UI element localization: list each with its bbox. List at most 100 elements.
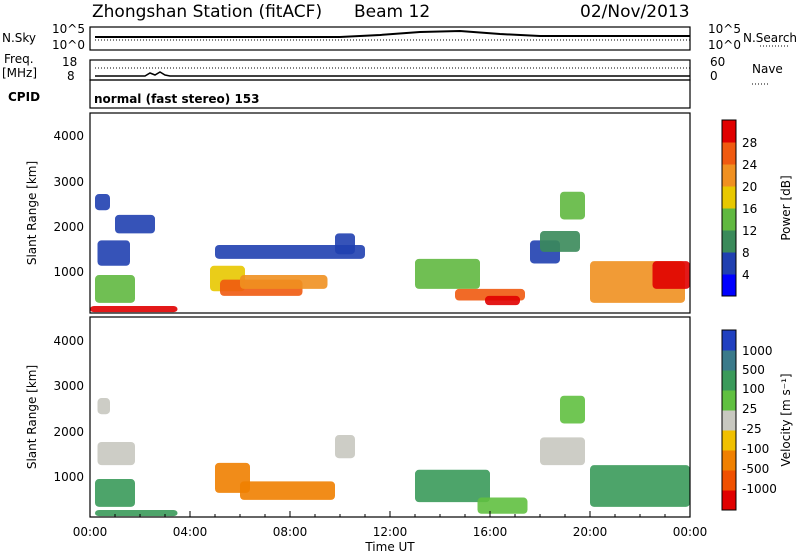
velocity-colorbar-swatch-1 — [722, 470, 736, 491]
power-colorbar-swatch-2 — [722, 230, 736, 253]
power-patch-15 — [560, 191, 585, 220]
velocity-ytick-4000: 4000 — [53, 334, 84, 348]
noise-left-label: N.Sky — [2, 31, 36, 45]
noise-sky-trace — [95, 29, 690, 38]
noise-right-tick-top: 10^5 — [708, 22, 741, 36]
power-patch-12 — [485, 295, 520, 306]
power-colorbar-swatch-4 — [722, 186, 736, 209]
power-patch-2 — [90, 306, 178, 313]
power-cbar-tick-16: 16 — [742, 202, 757, 216]
velocity-patch-11 — [590, 465, 690, 507]
noise-right-label: N.Search — [743, 31, 797, 45]
power-cbar-tick-24: 24 — [742, 158, 757, 172]
date-title: 02/Nov/2013 — [580, 2, 690, 22]
power-colorbar-label: Power [dB] — [779, 175, 793, 240]
x-tick-label-1: 04:00 — [173, 525, 208, 539]
velocity-ytick-2000: 2000 — [53, 425, 84, 439]
power-ylabel: Slant Range [km] — [25, 161, 39, 265]
velocity-colorbar-swatch-4 — [722, 410, 736, 431]
power-patch-8 — [215, 244, 365, 259]
power-colorbar — [722, 120, 736, 297]
power-colorbar-swatch-5 — [722, 164, 736, 187]
freq-panel-frame — [89, 59, 691, 81]
nave-label: Nave — [752, 62, 783, 76]
velocity-ytick-3000: 3000 — [53, 379, 84, 393]
velocity-patch-5 — [240, 481, 335, 500]
power-cbar-tick-28: 28 — [742, 136, 757, 150]
velocity-patch-7 — [415, 469, 490, 503]
velocity-patch-0 — [95, 510, 178, 517]
power-cbar-tick-8: 8 — [742, 246, 750, 260]
velocity-cbar-tick-neg100: -100 — [742, 442, 769, 456]
velocity-cbar-tick-neg25: -25 — [742, 422, 762, 436]
cpid-text: normal (fast stereo) 153 — [94, 92, 260, 106]
x-axis-ticks — [89, 511, 691, 517]
freq-label-2: [MHz] — [2, 66, 37, 80]
velocity-patch-10 — [560, 395, 585, 424]
velocity-patch-8 — [477, 497, 528, 514]
velocity-patch-3 — [97, 442, 135, 466]
velocity-colorbar-swatch-3 — [722, 430, 736, 451]
power-colorbar-frame — [721, 119, 737, 297]
freq-right-tick-top: 60 — [710, 55, 725, 69]
station-title: Zhongshan Station (fitACF) — [92, 2, 322, 22]
x-tick-label-5: 20:00 — [573, 525, 608, 539]
power-ytick-1000: 1000 — [53, 265, 84, 279]
freq-right-tick-bottom: 0 — [710, 69, 718, 83]
power-cbar-tick-4: 4 — [742, 268, 750, 282]
power-cbar-tick-12: 12 — [742, 224, 757, 238]
velocity-colorbar-swatch-6 — [722, 370, 736, 391]
velocity-patch-6 — [335, 435, 355, 459]
beam-title: Beam 12 — [354, 2, 430, 22]
velocity-patch-1 — [95, 479, 135, 507]
x-tick-label-6: 00:00 — [673, 525, 708, 539]
noise-right-tick-bottom: 10^0 — [708, 38, 741, 52]
power-patch-0 — [97, 240, 130, 266]
velocity-colorbar-swatch-7 — [722, 350, 736, 371]
power-colorbar-swatch-7 — [722, 120, 736, 143]
power-ytick-4000: 4000 — [53, 129, 84, 143]
power-panel-frame — [89, 112, 691, 314]
velocity-colorbar-frame — [721, 329, 737, 511]
power-ytick-3000: 3000 — [53, 175, 84, 189]
freq-label-1: Freq. — [4, 52, 34, 66]
power-patch-9 — [335, 233, 355, 255]
velocity-cbar-tick-neg500: -500 — [742, 462, 769, 476]
freq-trace — [95, 71, 690, 77]
velocity-colorbar-swatch-8 — [722, 330, 736, 351]
velocity-colorbar-label: Velocity [m s⁻¹] — [779, 373, 793, 466]
x-tick-label-3: 12:00 — [373, 525, 408, 539]
power-patch-14 — [540, 231, 580, 252]
power-ytick-2000: 2000 — [53, 220, 84, 234]
power-colorbar-swatch-6 — [722, 142, 736, 165]
velocity-colorbar-swatch-0 — [722, 490, 736, 511]
x-tick-label-0: 00:00 — [73, 525, 108, 539]
velocity-ytick-1000: 1000 — [53, 470, 84, 484]
freq-left-tick-top: 18 — [62, 55, 77, 69]
velocity-patch-9 — [540, 437, 585, 466]
power-patch-7 — [240, 275, 328, 289]
velocity-cbar-tick-25: 25 — [742, 402, 757, 416]
noise-left-tick-top: 10^5 — [52, 22, 85, 36]
velocity-colorbar-swatch-2 — [722, 450, 736, 471]
velocity-colorbar — [722, 330, 736, 511]
velocity-ylabel: Slant Range [km] — [25, 365, 39, 469]
power-patch-4 — [115, 214, 155, 234]
x-tick-label-2: 08:00 — [273, 525, 308, 539]
velocity-heatmap — [95, 395, 690, 517]
noise-left-tick-bottom: 10^0 — [52, 38, 85, 52]
velocity-cbar-tick-100: 100 — [742, 382, 765, 396]
power-colorbar-swatch-3 — [722, 208, 736, 231]
cpid-panel-frame — [89, 79, 691, 109]
x-axis-label: Time UT — [364, 540, 415, 554]
power-patch-17 — [652, 261, 690, 289]
velocity-cbar-tick-1000: 1000 — [742, 344, 773, 358]
power-patch-10 — [415, 258, 480, 289]
power-heatmap — [90, 191, 690, 313]
power-colorbar-swatch-1 — [722, 252, 736, 275]
velocity-cbar-tick-500: 500 — [742, 363, 765, 377]
power-patch-1 — [95, 275, 135, 303]
velocity-cbar-tick-neg1000: -1000 — [742, 482, 777, 496]
power-colorbar-swatch-0 — [722, 274, 736, 297]
